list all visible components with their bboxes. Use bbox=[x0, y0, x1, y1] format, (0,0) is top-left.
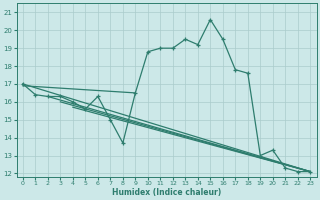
X-axis label: Humidex (Indice chaleur): Humidex (Indice chaleur) bbox=[112, 188, 221, 197]
